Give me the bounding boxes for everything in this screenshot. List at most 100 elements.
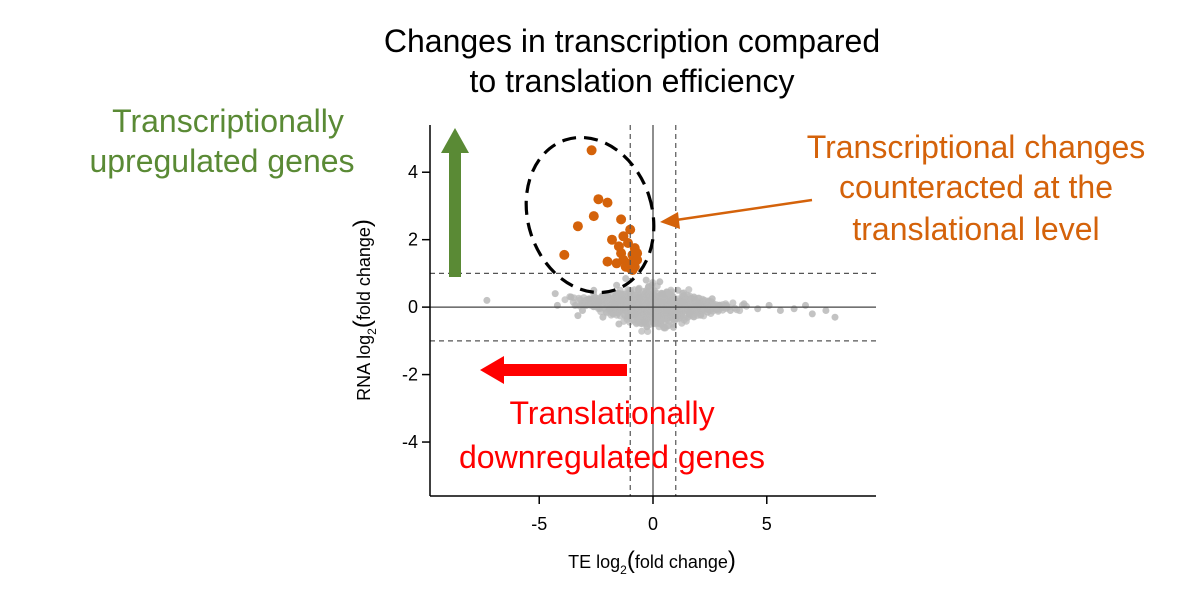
gene-point [613, 281, 621, 289]
background-point [719, 306, 727, 314]
y-ticks: 4 2 0 -2 -4 [402, 162, 430, 452]
gene-point [685, 310, 693, 318]
gene-point [704, 308, 712, 316]
y-axis-title-inner: fold change [354, 227, 374, 320]
highlight-point [602, 256, 613, 267]
highlight-point [602, 197, 613, 208]
y-tick-label: 4 [408, 162, 418, 182]
highlight-cluster-ellipse [524, 135, 656, 295]
gene-point [822, 307, 830, 314]
background-point [638, 327, 646, 335]
background-point [646, 320, 654, 328]
gene-point [622, 275, 630, 282]
pointer-arrow [660, 198, 813, 229]
gene-point [635, 293, 643, 301]
gene-point [695, 300, 702, 308]
gene-point [640, 318, 648, 326]
annotation-up-line-1: Transcriptionally [112, 103, 344, 139]
y-axis-title-prefix: RNA log [354, 335, 374, 401]
background-point [580, 294, 588, 302]
gene-point [615, 320, 623, 328]
background-point [680, 313, 688, 321]
background-point [644, 328, 652, 335]
highlight-point [572, 221, 583, 232]
gene-point [631, 310, 639, 318]
background-point [685, 286, 693, 294]
background-point [601, 298, 609, 306]
highlight-point [611, 258, 622, 269]
gene-point [765, 301, 773, 309]
x-axis-title-sub: 2 [620, 563, 627, 577]
gene-point [594, 298, 602, 306]
x-tick-label: -5 [531, 514, 547, 534]
annotation-up-line-2: upregulated genes [89, 143, 354, 179]
annotation-counteracted-line-2: counteracted at the [839, 169, 1113, 205]
annotation-counteracted-line-3: translational level [852, 211, 1099, 247]
zero-lines [430, 125, 876, 496]
background-points-layer [483, 275, 839, 335]
background-point [640, 297, 648, 305]
gene-point [551, 290, 559, 298]
chart-title-line-2: to translation efficiency [470, 63, 795, 99]
gene-point [726, 307, 734, 314]
highlight-point [593, 194, 604, 205]
highlight-point [607, 234, 617, 245]
highlight-point [559, 249, 570, 260]
x-tick-label: 5 [762, 514, 772, 534]
background-point [607, 311, 615, 319]
gene-point [708, 295, 716, 303]
y-axis-title-sub: 2 [365, 328, 379, 335]
highlight-point [616, 214, 627, 225]
background-point [722, 300, 730, 308]
gene-point [574, 312, 582, 320]
background-point [680, 292, 688, 299]
gene-point [690, 293, 698, 301]
gene-point [679, 298, 687, 306]
gene-point [617, 296, 625, 304]
y-tick-label: -4 [402, 432, 418, 452]
gene-point [585, 295, 593, 303]
gene-point [663, 307, 671, 314]
background-point [643, 308, 651, 316]
gene-point [740, 300, 748, 308]
highlight-points-layer [559, 145, 643, 275]
gene-point [802, 301, 809, 309]
gene-point [579, 307, 586, 314]
y-tick-label: 2 [408, 230, 418, 250]
x-axis-title: TE log2(fold change) [568, 547, 736, 577]
background-point [676, 305, 684, 313]
highlight-point [632, 248, 643, 259]
background-point [652, 307, 660, 315]
gene-point [808, 310, 816, 318]
chart-title-line-1: Changes in transcription compared [384, 23, 880, 59]
background-point [596, 305, 604, 312]
left-arrow [480, 356, 627, 384]
gene-point [644, 283, 652, 291]
background-point [561, 296, 569, 304]
gene-point [656, 278, 664, 286]
gene-point [776, 307, 784, 314]
gene-point [715, 301, 723, 309]
threshold-guides [430, 125, 876, 496]
gene-point [610, 300, 618, 308]
gene-point [567, 293, 575, 301]
gene-point [642, 276, 650, 284]
gene-point [667, 296, 675, 304]
background-point [613, 311, 621, 319]
annotation-down-line-2: downregulated genes [459, 439, 765, 475]
gene-point [754, 305, 762, 313]
background-point [635, 284, 643, 292]
up-arrow [441, 128, 469, 277]
annotation-down-line-1: Translationally [509, 395, 714, 431]
gene-point [790, 305, 798, 313]
y-axis-title: RNA log2(fold change) [349, 219, 379, 401]
gene-point [658, 290, 666, 298]
gene-point [483, 296, 491, 304]
y-tick-label: -2 [402, 365, 418, 385]
highlight-point [625, 224, 636, 235]
x-axis-title-prefix: TE log [568, 552, 620, 572]
y-tick-label: 0 [408, 297, 418, 317]
gene-point [654, 313, 662, 321]
gene-point [599, 313, 607, 321]
